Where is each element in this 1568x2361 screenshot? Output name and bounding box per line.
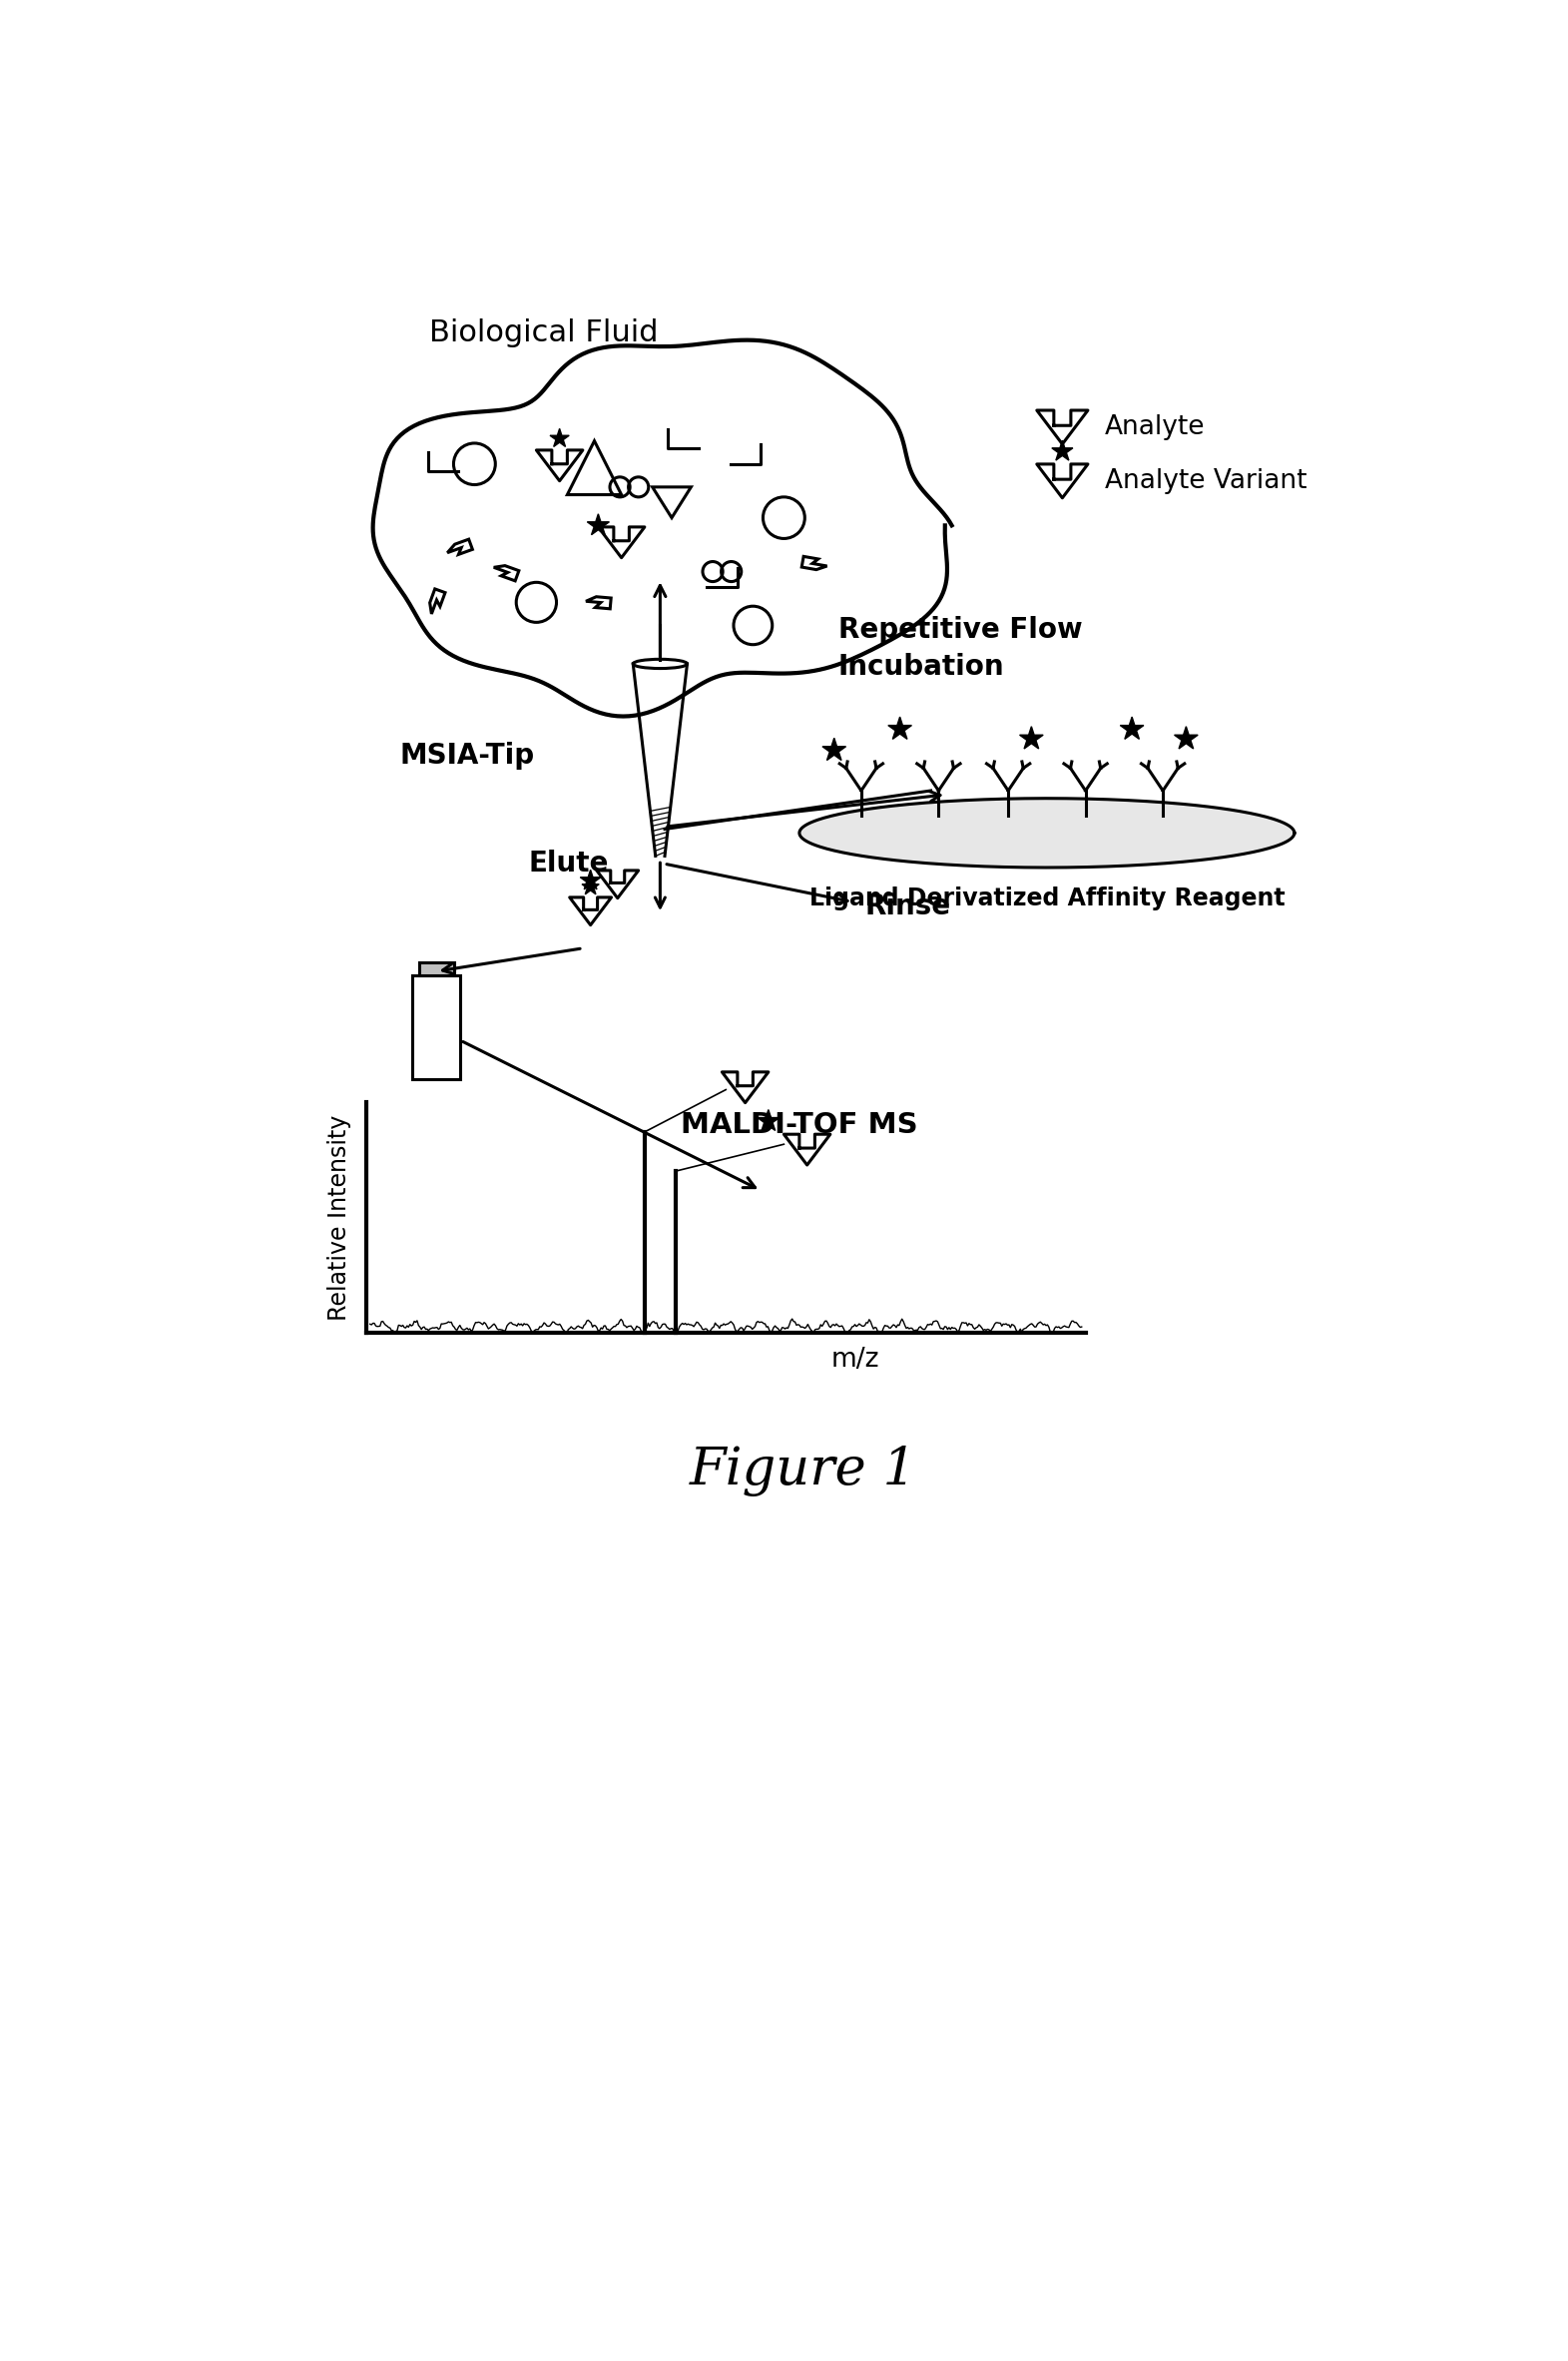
Text: Elute: Elute: [528, 850, 608, 878]
Text: Rinse: Rinse: [866, 892, 952, 921]
Bar: [419, 961, 455, 975]
Polygon shape: [1019, 727, 1043, 748]
Text: Repetitive Flow
Incubation: Repetitive Flow Incubation: [837, 616, 1082, 680]
Text: Biological Fluid: Biological Fluid: [430, 319, 659, 347]
Polygon shape: [1174, 727, 1198, 748]
Text: MSIA-Tip: MSIA-Tip: [400, 741, 535, 770]
Polygon shape: [887, 718, 911, 739]
Polygon shape: [586, 515, 610, 536]
Text: Analyte: Analyte: [1105, 413, 1206, 439]
Text: MALDI-TOF MS: MALDI-TOF MS: [681, 1112, 917, 1138]
Polygon shape: [1052, 442, 1073, 460]
Text: Ligand Derivatized Affinity Reagent: Ligand Derivatized Affinity Reagent: [809, 885, 1284, 911]
Polygon shape: [1120, 718, 1143, 739]
Text: m/z: m/z: [831, 1346, 880, 1372]
Polygon shape: [582, 878, 599, 895]
Polygon shape: [580, 869, 601, 890]
Text: Analyte Variant: Analyte Variant: [1105, 467, 1308, 493]
Polygon shape: [550, 430, 569, 446]
Polygon shape: [757, 1110, 779, 1131]
Bar: [412, 975, 461, 1079]
Polygon shape: [800, 798, 1295, 866]
Polygon shape: [822, 739, 845, 760]
Text: Relative Intensity: Relative Intensity: [328, 1114, 351, 1320]
Text: Figure 1: Figure 1: [690, 1445, 917, 1497]
